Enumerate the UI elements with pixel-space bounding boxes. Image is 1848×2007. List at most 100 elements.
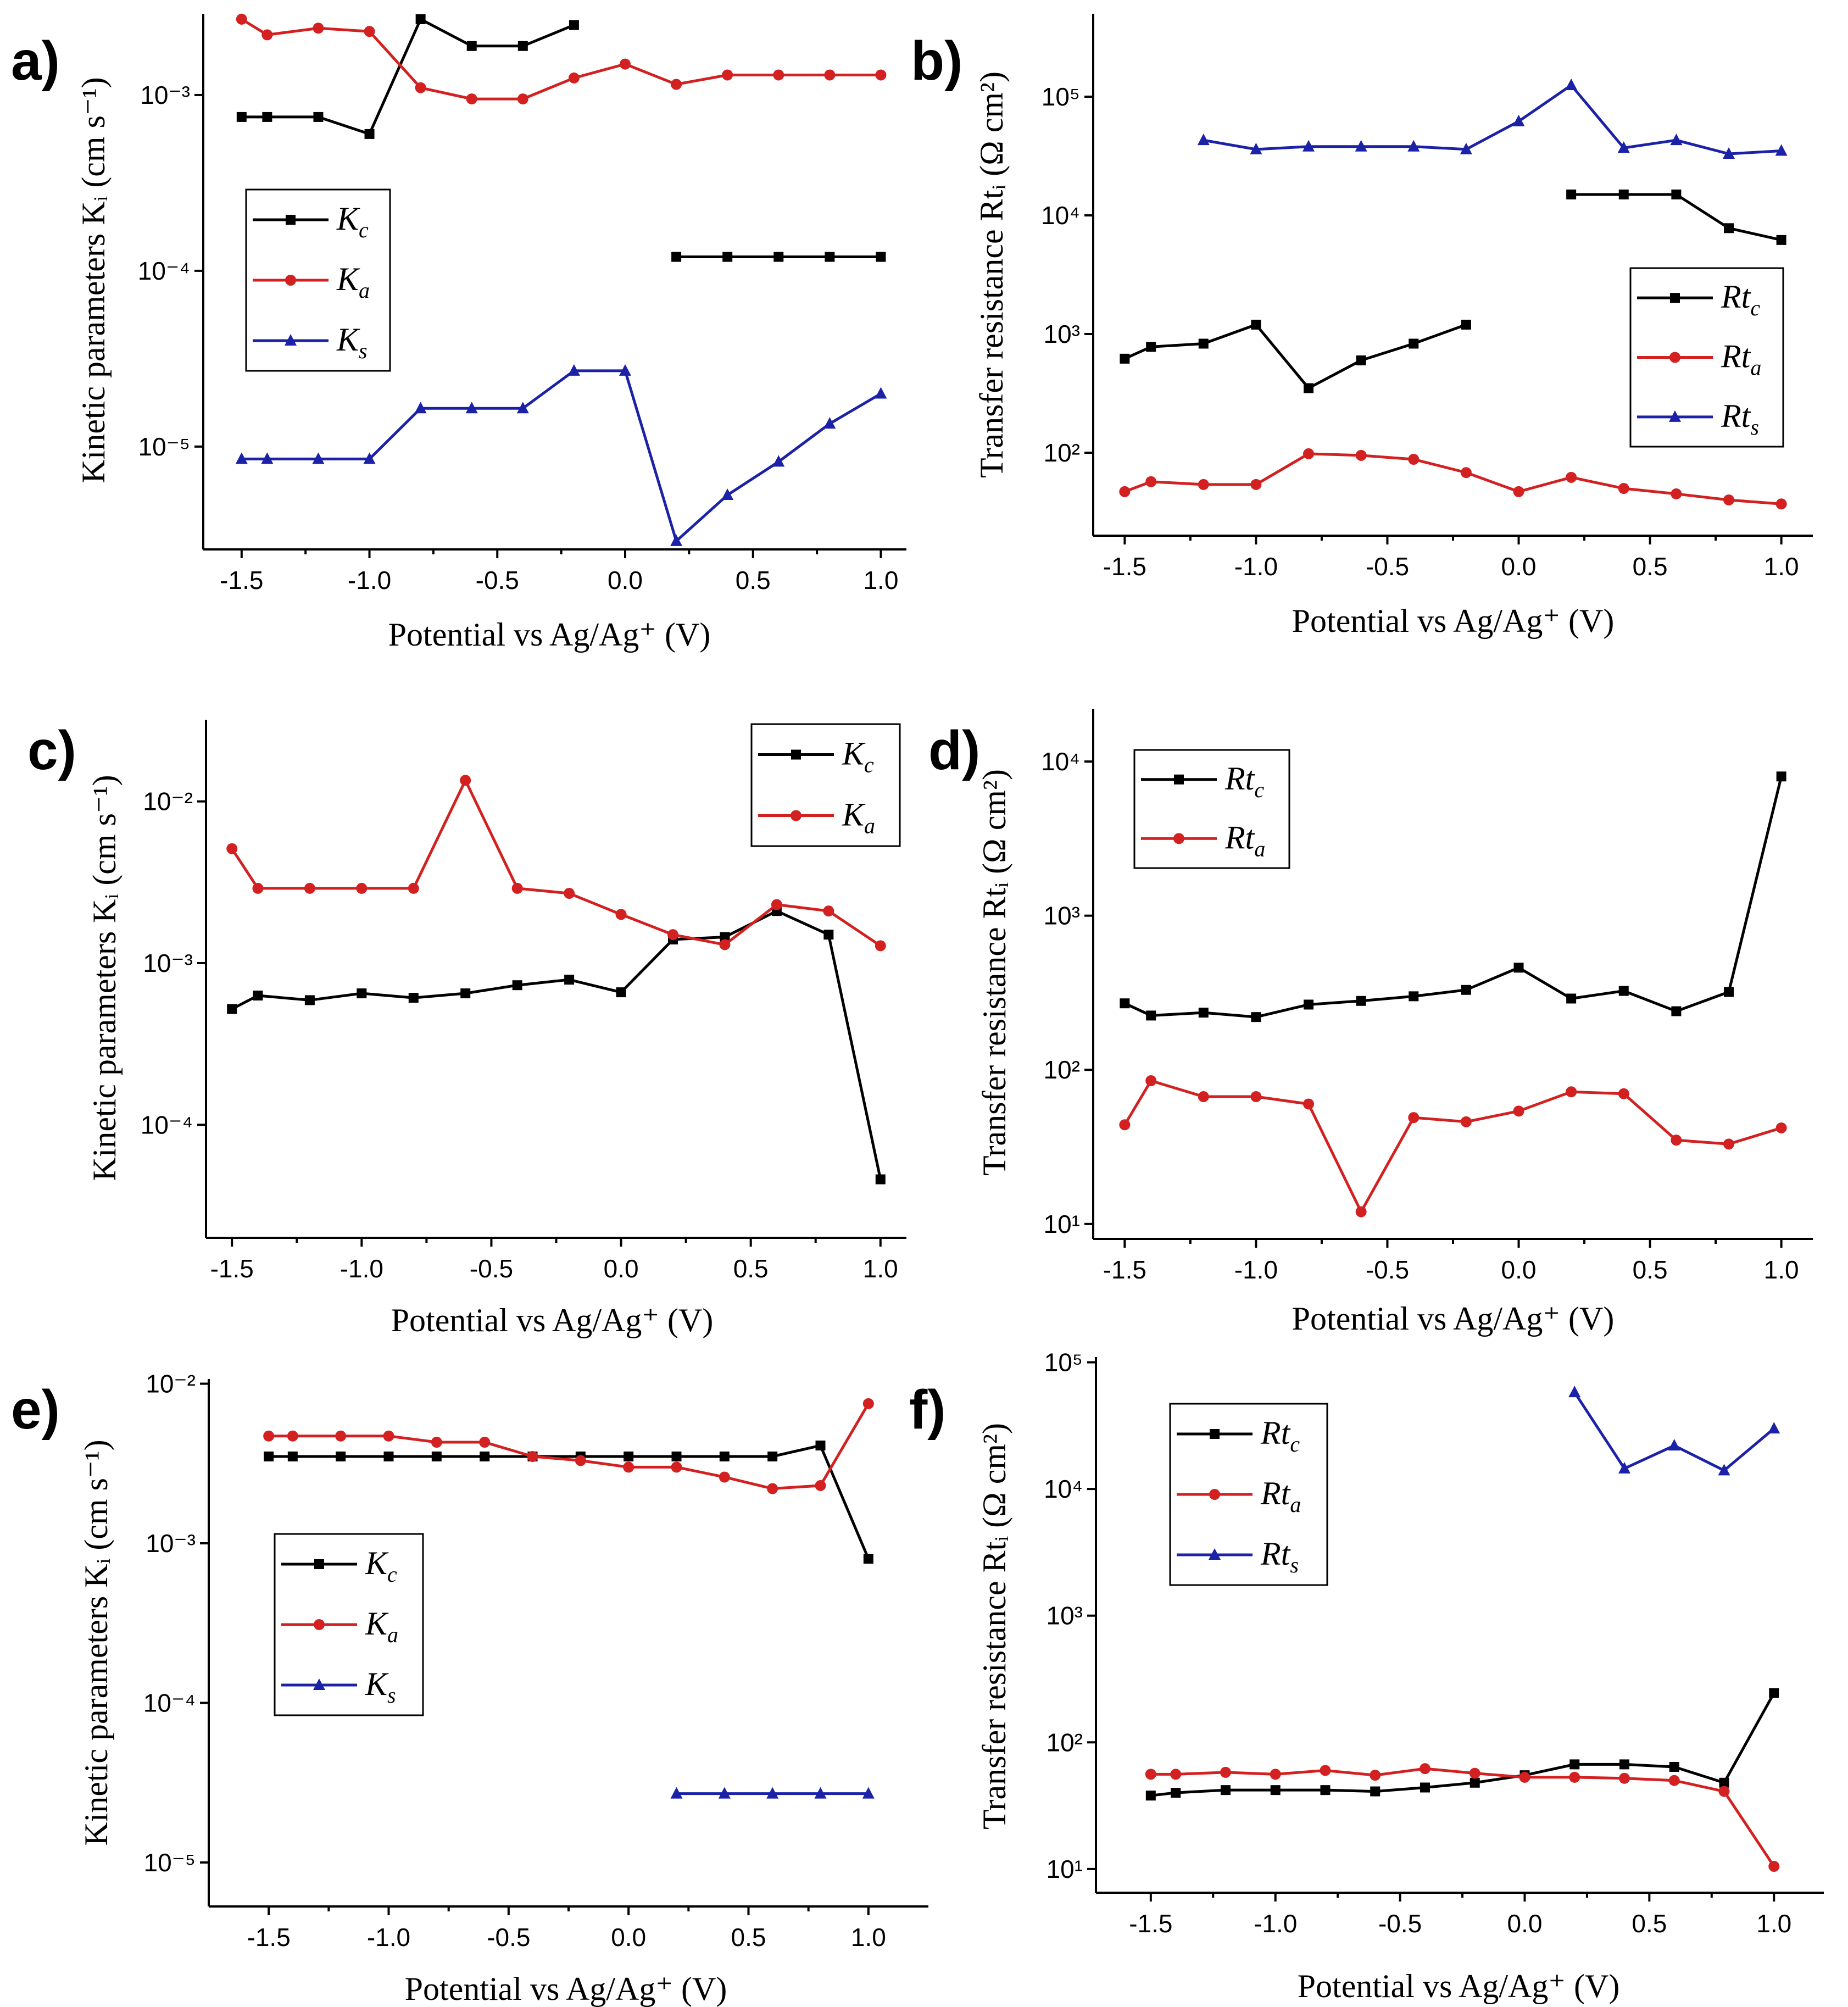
series-line (1571, 193, 1782, 242)
x-axis-title: Potential vs Ag/Ag⁺ (V) (388, 616, 711, 653)
y-tick-label: 10⁻² (143, 787, 193, 816)
chart-panel-e: e) -1.5 -1.0 -0.5 0.0 0.5 1.0 10⁻⁵ 10⁻⁴ 10⁻³ 10⁻² P… (11, 1370, 928, 2007)
data-point (1513, 486, 1524, 497)
series-rt-s (1568, 1386, 1780, 1476)
data-point (1145, 476, 1157, 487)
data-point (1618, 1088, 1629, 1099)
data-point (1724, 987, 1734, 997)
data-point (1302, 140, 1315, 152)
data-point (1370, 1786, 1381, 1797)
data-point (1723, 494, 1735, 505)
legend-swatch-marker (314, 1559, 324, 1569)
series-line (241, 17, 575, 136)
data-point (356, 882, 368, 894)
data-point (479, 1436, 491, 1448)
series-line (231, 909, 882, 1180)
data-point (460, 775, 471, 786)
data-point (1769, 1688, 1779, 1698)
series-k-a (226, 775, 886, 952)
data-point (466, 93, 477, 105)
legend-swatch-marker (1173, 833, 1184, 844)
series-rt-a (1145, 1763, 1780, 1872)
x-tick-label: -1.0 (1234, 1255, 1278, 1284)
x-tick-label: 0.0 (604, 1254, 639, 1283)
legend-swatch-marker (791, 749, 801, 760)
data-point (875, 69, 887, 81)
data-point (1618, 1772, 1630, 1784)
data-point (1671, 189, 1682, 199)
legend-swatch-marker (1669, 410, 1681, 422)
x-tick-label: -0.5 (1378, 1909, 1422, 1938)
y-axis-title: Kinetic parameters Kᵢ (cm s⁻¹) (78, 1439, 114, 1845)
data-point (1775, 144, 1788, 156)
x-tick-label: 0.5 (1633, 1255, 1668, 1284)
data-point (1568, 1386, 1581, 1398)
series-rt-c (1145, 1688, 1779, 1801)
y-tick-label: 10⁵ (1044, 1348, 1083, 1377)
x-tick-label: -0.5 (476, 566, 519, 594)
series-line (1124, 452, 1782, 505)
data-point (1303, 448, 1315, 459)
data-point (1119, 1119, 1131, 1131)
data-point (670, 534, 683, 546)
legend-swatch-marker (285, 275, 296, 286)
data-point (1618, 986, 1629, 996)
legend-label: Rts (1721, 398, 1759, 440)
data-point (336, 1451, 346, 1461)
data-point (875, 940, 886, 952)
data-point (721, 488, 734, 501)
data-point (408, 993, 419, 1003)
y-tick-label: 10⁻⁵ (138, 432, 190, 461)
data-point (1519, 1771, 1530, 1783)
data-point (1145, 1075, 1157, 1087)
data-point (414, 402, 427, 414)
x-axis-title: Potential vs Ag/Ag⁺ (V) (391, 1302, 714, 1338)
data-point (823, 905, 834, 917)
data-point (431, 1436, 442, 1448)
data-point (415, 82, 426, 93)
series-k-s (670, 1787, 875, 1799)
y-tick-label: 10³ (1047, 1602, 1083, 1630)
data-point (1565, 79, 1578, 91)
series-rt-c (1120, 189, 1786, 393)
data-point (1723, 1138, 1735, 1150)
y-tick-label: 10⁻³ (140, 81, 190, 109)
data-point (875, 1174, 886, 1185)
x-tick-label: 0.0 (1501, 1255, 1537, 1284)
data-point (863, 1554, 873, 1564)
data-point (287, 1451, 298, 1461)
y-tick-label: 10² (1044, 438, 1080, 467)
data-point (722, 69, 733, 81)
chart-panel-b: b) -1.5 -1.0 -0.5 0.0 0.5 1.0 10² 10³ 10⁴ 10⁵ Poten… (911, 14, 1813, 639)
series-line (269, 1403, 870, 1491)
data-point (517, 93, 528, 105)
data-point (814, 1787, 827, 1799)
series-line (1150, 1767, 1775, 1867)
data-point (1409, 991, 1419, 1002)
data-point (1198, 338, 1209, 349)
data-point (1120, 353, 1130, 364)
data-point (619, 364, 631, 376)
data-point (235, 452, 248, 464)
y-tick-label: 10³ (1044, 320, 1080, 348)
data-point (670, 1787, 683, 1799)
data-point (1775, 498, 1787, 510)
data-point (313, 112, 324, 122)
legend-label: Rts (1260, 1536, 1299, 1577)
data-point (1355, 140, 1367, 152)
data-point (1723, 147, 1735, 159)
data-point (1460, 467, 1472, 479)
data-point (720, 932, 730, 942)
x-tick-label: 0.5 (736, 566, 771, 594)
data-point (364, 26, 375, 37)
data-point (363, 452, 376, 464)
data-point (1671, 1006, 1682, 1016)
data-point (1250, 479, 1262, 490)
data-point (517, 41, 528, 51)
data-point (767, 1451, 778, 1461)
data-point (825, 252, 835, 262)
data-point (615, 909, 627, 920)
series-line (1124, 776, 1783, 1019)
